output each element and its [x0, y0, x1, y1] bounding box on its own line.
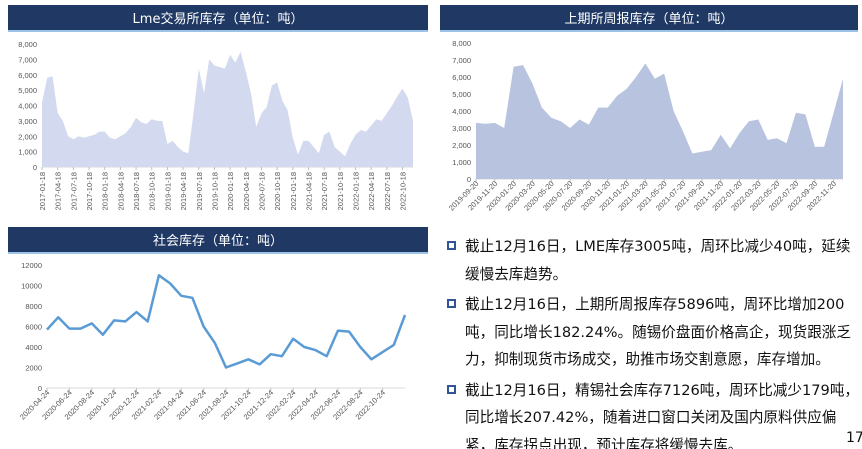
x-tick-label: 2017-01-18 [38, 172, 47, 210]
lme-area [42, 51, 413, 168]
shfe-chart: 0 1,000 2,000 3,000 4,000 5,000 6,000 7,000 8,00… [447, 39, 843, 213]
x-tick-label: 2021-07-18 [320, 172, 329, 210]
y-tick-label: 0 [467, 175, 471, 184]
y-tick-label: 7,000 [18, 55, 37, 64]
x-tick-label: 2017-07-18 [69, 172, 78, 210]
y-tick-label: 3,000 [452, 124, 471, 133]
square-bullet-icon [447, 299, 456, 308]
y-tick-label: 8000 [25, 302, 42, 311]
social-line [46, 274, 407, 369]
commentary-item: 截止12月16日，精锡社会库存7126吨，周环比减少179吨，同比增长207.4… [445, 377, 860, 449]
y-tick-label: 1,000 [18, 148, 37, 157]
y-tick-label: 1,000 [452, 158, 471, 167]
y-tick-label: 2000 [25, 364, 42, 373]
x-tick-label: 2018-01-18 [101, 172, 110, 210]
y-tick-label: 4000 [25, 343, 42, 352]
social-chart: 0200040006000800010000120002020-04-24202… [18, 261, 407, 422]
commentary-list: 截止12月16日，LME库存3005吨，周环比减少40吨，延续缓慢去库趋势。 截… [445, 233, 860, 449]
x-tick-label: 2019-07-18 [195, 172, 204, 210]
y-tick-label: 4,000 [452, 107, 471, 116]
x-tick-label: 2019-10-18 [210, 172, 219, 210]
x-tick-label: 2020-10-18 [273, 172, 282, 210]
commentary-text: 截止12月16日，精锡社会库存7126吨，周环比减少179吨，同比增长207.4… [465, 381, 860, 449]
y-tick-label: 10000 [21, 282, 42, 291]
lme-chart: 0 1,000 2,000 3,000 4,000 5,000 6,000 7,000 8,00… [18, 40, 413, 210]
y-tick-label: 8,000 [18, 40, 37, 49]
x-tick-label: 2019-04-18 [179, 172, 188, 210]
x-tick-label: 2022-07-18 [383, 172, 392, 210]
x-tick-label: 2020-01-18 [226, 172, 235, 210]
commentary-item: 截止12月16日，LME库存3005吨，周环比减少40吨，延续缓慢去库趋势。 [445, 233, 860, 288]
x-tick-label: 2017-04-18 [54, 172, 63, 210]
y-tick-label: 6,000 [18, 71, 37, 80]
commentary-item: 截止12月16日，上期所周报库存5896吨，周环比增加200吨，同比增长182.… [445, 291, 860, 374]
x-tick-label: 2019-01-18 [163, 172, 172, 210]
y-tick-label: 2,000 [18, 132, 37, 141]
square-bullet-icon [447, 384, 456, 394]
y-tick-label: 6000 [25, 323, 42, 332]
y-tick-label: 0 [33, 163, 37, 172]
shfe-chart-title: 上期所周报库存（单位：吨） [440, 5, 858, 32]
x-tick-label: 2022-01-18 [352, 172, 361, 210]
social-chart-title: 社会库存（单位：吨） [8, 227, 428, 254]
y-tick-label: 3,000 [18, 117, 37, 126]
commentary-text: 截止12月16日，LME库存3005吨，周环比减少40吨，延续缓慢去库趋势。 [465, 238, 851, 283]
y-tick-label: 0 [38, 384, 42, 393]
x-tick-label: 2017-10-18 [85, 172, 94, 210]
x-tick-label: 2020-04-18 [242, 172, 251, 210]
x-tick-label: 2022-10-18 [399, 172, 408, 210]
y-tick-label: 2,000 [452, 141, 471, 150]
y-tick-label: 12000 [21, 261, 42, 270]
y-tick-label: 5,000 [18, 86, 37, 95]
x-tick-label: 2022-04-18 [367, 172, 376, 210]
x-tick-label: 2021-10-18 [336, 172, 345, 210]
y-tick-label: 7,000 [452, 56, 471, 65]
x-tick-label: 2020-07-18 [257, 172, 266, 210]
y-tick-label: 6,000 [452, 73, 471, 82]
y-tick-label: 4,000 [18, 102, 37, 111]
y-tick-label: 5,000 [452, 90, 471, 99]
x-tick-label: 2018-10-18 [148, 172, 157, 210]
y-tick-label: 8,000 [452, 39, 471, 48]
x-tick-label: 2018-04-18 [116, 172, 125, 210]
shfe-area [476, 63, 843, 179]
commentary-text: 截止12月16日，上期所周报库存5896吨，周环比增加200吨，同比增长182.… [465, 296, 851, 368]
x-tick-label: 2021-04-18 [304, 172, 313, 210]
x-tick-label: 2021-01-18 [289, 172, 298, 210]
square-bullet-icon [447, 241, 456, 250]
page-number: 17 [846, 430, 862, 446]
x-tick-label: 2018-07-18 [132, 172, 141, 210]
lme-chart-title: Lme交易所库存（单位：吨） [8, 5, 428, 32]
